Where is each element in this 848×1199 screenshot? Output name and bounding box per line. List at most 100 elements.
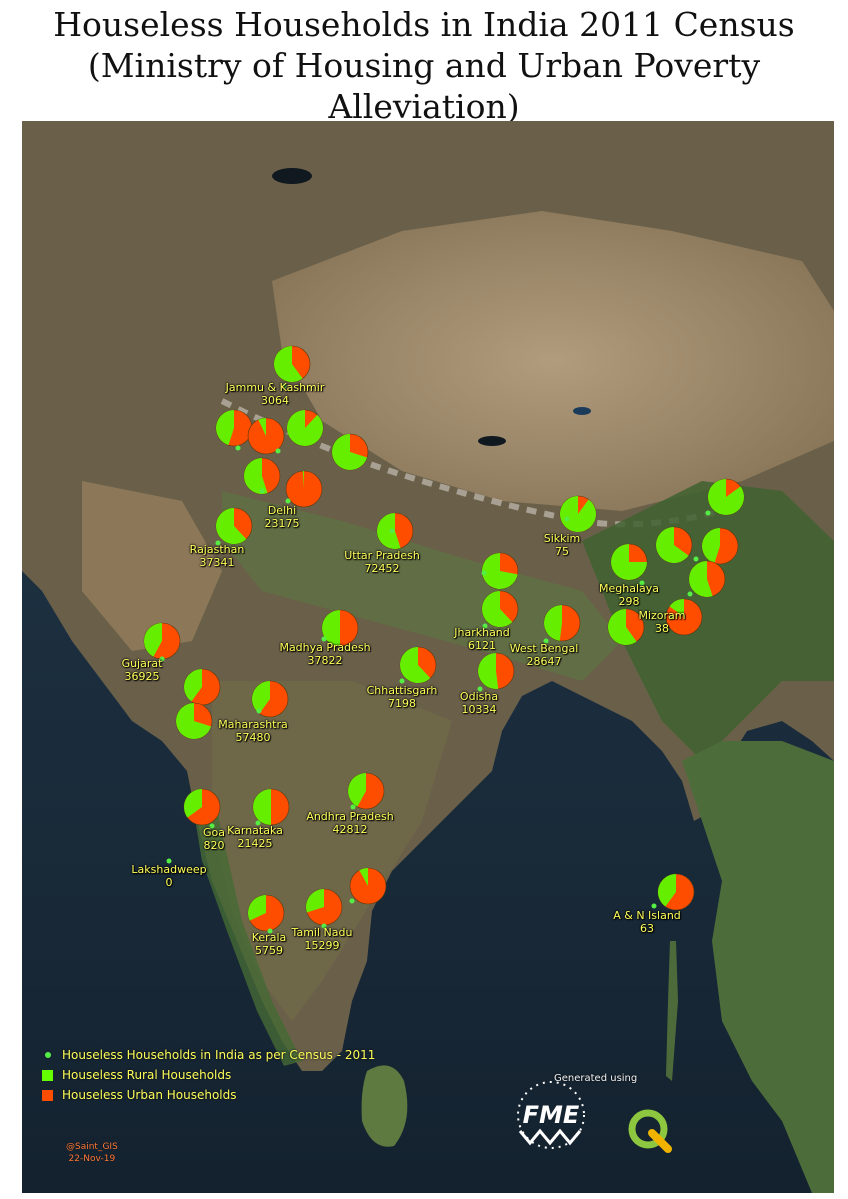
state-name: Uttar Pradesh: [344, 549, 420, 562]
pie-uttarakhand[interactable]: [331, 433, 369, 471]
pie-gujarat[interactable]: [143, 622, 181, 660]
pie-jk[interactable]: [273, 345, 311, 383]
pie-sikkim[interactable]: [559, 495, 597, 533]
pie-rural-slice: [286, 410, 323, 446]
pie-westbengal[interactable]: [543, 604, 581, 642]
pie-puducherry[interactable]: [349, 867, 387, 905]
location-dot-westbengal: [543, 638, 549, 644]
pie-up[interactable]: [376, 512, 414, 550]
pie-rural-slice: [176, 703, 212, 739]
pie-rajasthan[interactable]: [215, 507, 253, 545]
label-sikkim: Sikkim 75: [544, 532, 581, 558]
pie-rural-slice: [657, 874, 676, 907]
pie-maharashtra[interactable]: [251, 680, 289, 718]
pie-odisha[interactable]: [477, 652, 515, 690]
state-name: Delhi: [267, 504, 297, 517]
location-dot-chhattisgarh: [399, 678, 405, 684]
title-line-2: (Ministry of Housing and Urban Poverty: [87, 46, 761, 85]
location-dot-arunachal: [705, 510, 711, 516]
pie-meghalaya[interactable]: [610, 543, 648, 581]
state-name: Gujarat: [121, 657, 163, 670]
pie-rural-slice: [359, 868, 368, 886]
label-delhi: Delhi 23175: [265, 504, 300, 530]
qgis-logo: Q: [628, 1109, 672, 1153]
pie-tripura[interactable]: [607, 608, 645, 646]
pie-andhra[interactable]: [347, 772, 385, 810]
pie-rural-slice: [689, 561, 713, 597]
label-up: Uttar Pradesh 72452: [344, 549, 420, 575]
pie-rural-slice: [376, 513, 401, 549]
location-dot-delhi: [285, 498, 291, 504]
generated-using-text: Generated using: [554, 1073, 638, 1084]
state-value: 7198: [388, 697, 416, 710]
gangetic-plain: [222, 491, 622, 681]
pie-rural-slice: [144, 623, 162, 657]
state-name: West Bengal: [509, 642, 579, 655]
pie-goa[interactable]: [183, 788, 221, 826]
state-value: 5759: [255, 944, 283, 957]
state-name: Kerala: [251, 931, 287, 944]
pie-assam[interactable]: [655, 526, 693, 564]
pie-arunachal[interactable]: [707, 478, 745, 516]
pie-chhattisgarh[interactable]: [399, 646, 437, 684]
label-mizoram: Mizoram 38: [638, 609, 685, 635]
state-value: 298: [618, 595, 640, 608]
state-value: 57480: [235, 731, 271, 744]
location-dot-haryana: [259, 488, 265, 494]
pie-rural-slice: [258, 418, 266, 436]
state-name: Sikkim: [543, 532, 581, 545]
pie-delhi[interactable]: [285, 470, 323, 508]
pie-jharkhand[interactable]: [481, 590, 519, 628]
state-value: 3064: [261, 394, 289, 407]
rural-swatch-icon: [42, 1070, 53, 1081]
pie-himachal[interactable]: [286, 409, 324, 447]
satellite-map[interactable]: Jammu & Kashmir 3064 Delhi 23175 Rajasth…: [22, 121, 834, 1193]
pie-rural-slice: [611, 544, 647, 580]
pie-rural-slice: [559, 496, 597, 532]
location-dot-an: [651, 903, 657, 909]
pie-daman_diu[interactable]: [183, 668, 221, 706]
state-value: 15299: [304, 939, 340, 952]
pie-bihar[interactable]: [481, 552, 519, 590]
pie-dadra_nh[interactable]: [175, 702, 213, 740]
state-value: 37822: [307, 654, 343, 667]
pie-karnataka[interactable]: [252, 788, 290, 826]
location-dot-maharashtra: [256, 708, 262, 714]
pie-rural-slice: [331, 434, 368, 470]
northeast-forests: [582, 481, 834, 761]
pie-haryana[interactable]: [243, 457, 281, 495]
pie-kerala[interactable]: [247, 894, 285, 932]
thar-desert: [82, 481, 222, 651]
legend-item-rural: Houseless Rural Households: [22, 1066, 375, 1086]
legend-label: Houseless Households in India as per Cen…: [62, 1048, 376, 1062]
label-an: A & N Island 63: [613, 909, 681, 935]
pie-chandigarh[interactable]: [247, 417, 285, 455]
credit-block: @Saint_GIS 22-Nov-19: [66, 1141, 118, 1165]
state-name: Goa: [203, 826, 225, 839]
pie-mp[interactable]: [321, 609, 359, 647]
state-name: A & N Island: [613, 909, 681, 922]
state-name: Andhra Pradesh: [306, 810, 394, 823]
legend-label: Houseless Urban Households: [62, 1088, 237, 1102]
state-name: Jharkhand: [454, 626, 510, 639]
label-chhattisgarh: Chhattisgarh 7198: [367, 684, 438, 710]
map-title: Houseless Households in India 2011 Censu…: [0, 4, 848, 127]
pie-an[interactable]: [657, 873, 695, 911]
pie-punjab[interactable]: [215, 409, 253, 447]
location-dot-sikkim: [564, 516, 570, 522]
pie-nagaland[interactable]: [701, 527, 739, 565]
location-dot-himachal: [275, 448, 281, 454]
pie-rural-slice: [701, 528, 720, 564]
label-andhra: Andhra Pradesh 42812: [306, 810, 393, 836]
pie-tamilnadu[interactable]: [305, 888, 343, 926]
location-dot-goa: [209, 823, 215, 829]
state-value: 23175: [264, 517, 300, 530]
pie-manipur[interactable]: [688, 560, 726, 598]
pie-rural-slice: [274, 346, 303, 382]
state-value: 37341: [199, 556, 235, 569]
pie-rural-slice: [482, 553, 518, 589]
pie-mizoram[interactable]: [665, 598, 703, 636]
pie-rural-slice: [183, 669, 202, 702]
location-dot-meghalaya: [639, 580, 645, 586]
location-dot-puducherry: [349, 898, 355, 904]
